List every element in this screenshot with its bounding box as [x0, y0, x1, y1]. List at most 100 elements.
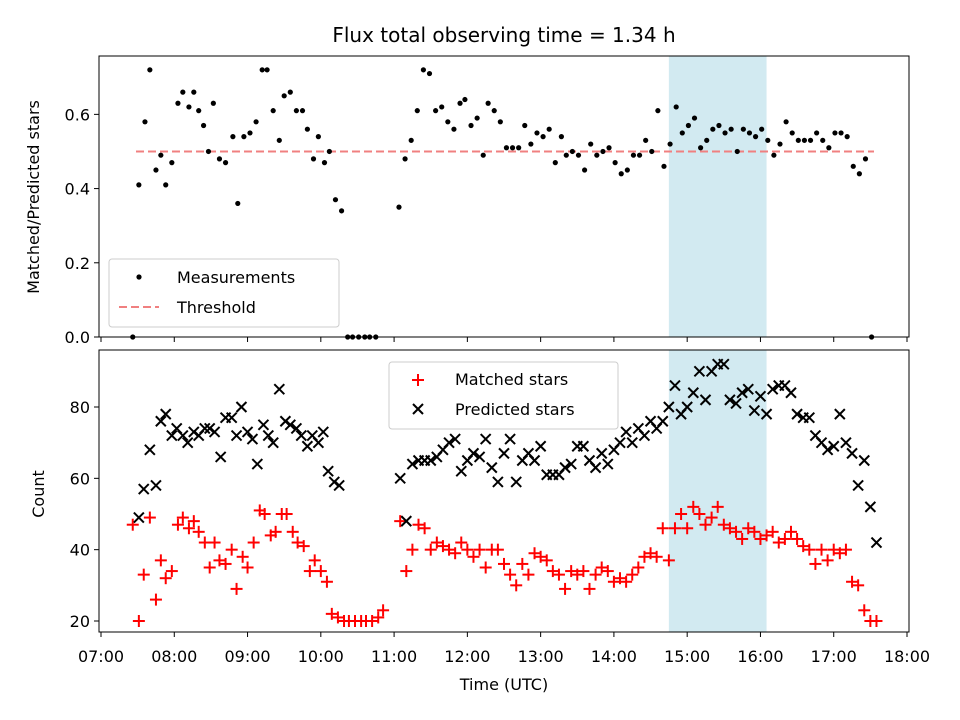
predicted-star-point — [870, 536, 883, 549]
measurement-point — [801, 137, 808, 143]
predicted-star-point — [736, 387, 748, 399]
measurement-point — [588, 141, 594, 147]
matched-star-point — [516, 557, 529, 570]
matched-star-point — [687, 500, 700, 513]
matched-star-point — [540, 554, 553, 567]
measurement-point — [771, 152, 777, 158]
measurement-point — [408, 137, 414, 143]
measurement-points — [130, 67, 875, 340]
predicted-star-point — [322, 465, 334, 477]
measurement-point — [600, 148, 606, 155]
matched-star-point — [430, 536, 443, 549]
matched-star-point — [778, 532, 791, 545]
measurement-point — [636, 152, 643, 158]
measurement-point — [230, 134, 236, 140]
predicted-star-point — [449, 433, 461, 445]
predicted-star-point — [760, 408, 773, 420]
measurement-point — [293, 108, 299, 114]
matched-star-point — [325, 607, 338, 620]
predicted-star-point — [718, 358, 730, 370]
measurement-point — [630, 152, 637, 158]
predicted-star-point — [257, 419, 270, 431]
predicted-star-point — [669, 379, 681, 392]
matched-star-point — [230, 582, 243, 595]
predicted-star-point — [821, 444, 834, 456]
measurement-point — [667, 141, 673, 147]
measurement-point — [546, 126, 552, 132]
matched-star-point — [258, 508, 271, 520]
predicted-star-point — [230, 429, 243, 442]
matched-star-point — [203, 561, 216, 574]
matched-star-point — [797, 540, 810, 553]
measurement-point — [196, 108, 202, 114]
top-y-axis-label: Matched/Predicted stars — [24, 100, 43, 294]
measurement-point — [304, 126, 310, 132]
measurement-point — [814, 130, 820, 136]
matched-star-point — [320, 575, 333, 588]
x-tick-label: 13:00 — [518, 647, 564, 666]
measurement-point — [534, 130, 540, 136]
matched-star-point — [809, 557, 822, 570]
matched-star-point — [736, 532, 749, 545]
predicted-star-point — [577, 440, 590, 452]
measurement-point — [624, 167, 630, 173]
legend-label-predicted: Predicted stars — [455, 400, 575, 419]
top-y-ticks: 0.0 0.2 0.4 0.6 — [65, 105, 99, 347]
matched-star-point — [766, 525, 779, 538]
bottom-x-ticks: 07:00 08:00 09:00 10:00 11:00 12:00 13:00 14:00… — [78, 632, 930, 666]
matched-star-point — [601, 565, 614, 578]
measurement-point — [480, 152, 486, 158]
measurement-point — [253, 119, 259, 125]
predicted-star-point — [614, 436, 626, 449]
matched-star-point — [583, 582, 596, 595]
measurement-point — [281, 93, 287, 99]
measurement-point — [402, 156, 408, 162]
measurement-point — [287, 89, 293, 95]
matched-star-point — [149, 593, 162, 606]
predicted-star-point — [559, 461, 571, 474]
predicted-star-point — [479, 433, 492, 445]
measurement-point — [710, 126, 716, 132]
measurement-point — [439, 104, 445, 110]
bottom-y-axis-label: Count — [29, 470, 48, 518]
matched-star-point — [833, 547, 846, 560]
top-plot-frame — [98, 55, 910, 338]
matched-star-point — [449, 547, 462, 560]
matched-star-point — [607, 575, 620, 588]
measurement-point — [321, 160, 328, 166]
measurement-point — [673, 104, 679, 110]
predicted-star-point — [693, 365, 706, 378]
matched-star-point — [269, 525, 282, 538]
measurement-point — [643, 137, 649, 143]
matched-star-point — [314, 565, 327, 578]
measurement-point — [528, 141, 534, 147]
predicted-star-point — [394, 472, 406, 485]
matched-star-point — [546, 565, 559, 578]
measurement-point — [457, 100, 463, 106]
predicted-star-point — [595, 447, 608, 460]
legend-label-measurements: Measurements — [177, 268, 295, 287]
matched-star-point — [772, 536, 785, 549]
matched-star-point — [479, 561, 492, 574]
predicted-star-point — [443, 436, 455, 449]
predicted-star-point — [160, 408, 172, 420]
x-tick-label: 10:00 — [298, 647, 344, 666]
measurement-point — [704, 137, 710, 143]
matched-star-point — [748, 525, 761, 538]
measurement-point — [491, 108, 497, 114]
matched-star-point — [870, 615, 883, 627]
y-tick-label: 80 — [70, 398, 90, 417]
predicted-star-point — [455, 465, 467, 477]
matched-star-point — [528, 547, 541, 560]
measurement-point — [862, 156, 869, 162]
predicted-star-point — [766, 383, 779, 395]
matched-star-point — [760, 529, 773, 542]
matched-star-point — [638, 550, 651, 563]
measurement-point — [474, 115, 480, 121]
measurement-point — [210, 100, 216, 106]
matched-star-point — [331, 611, 344, 624]
predicted-star-point — [235, 401, 248, 413]
measurement-point — [746, 130, 753, 136]
measurement-point — [222, 160, 229, 166]
measurement-point — [235, 200, 241, 207]
